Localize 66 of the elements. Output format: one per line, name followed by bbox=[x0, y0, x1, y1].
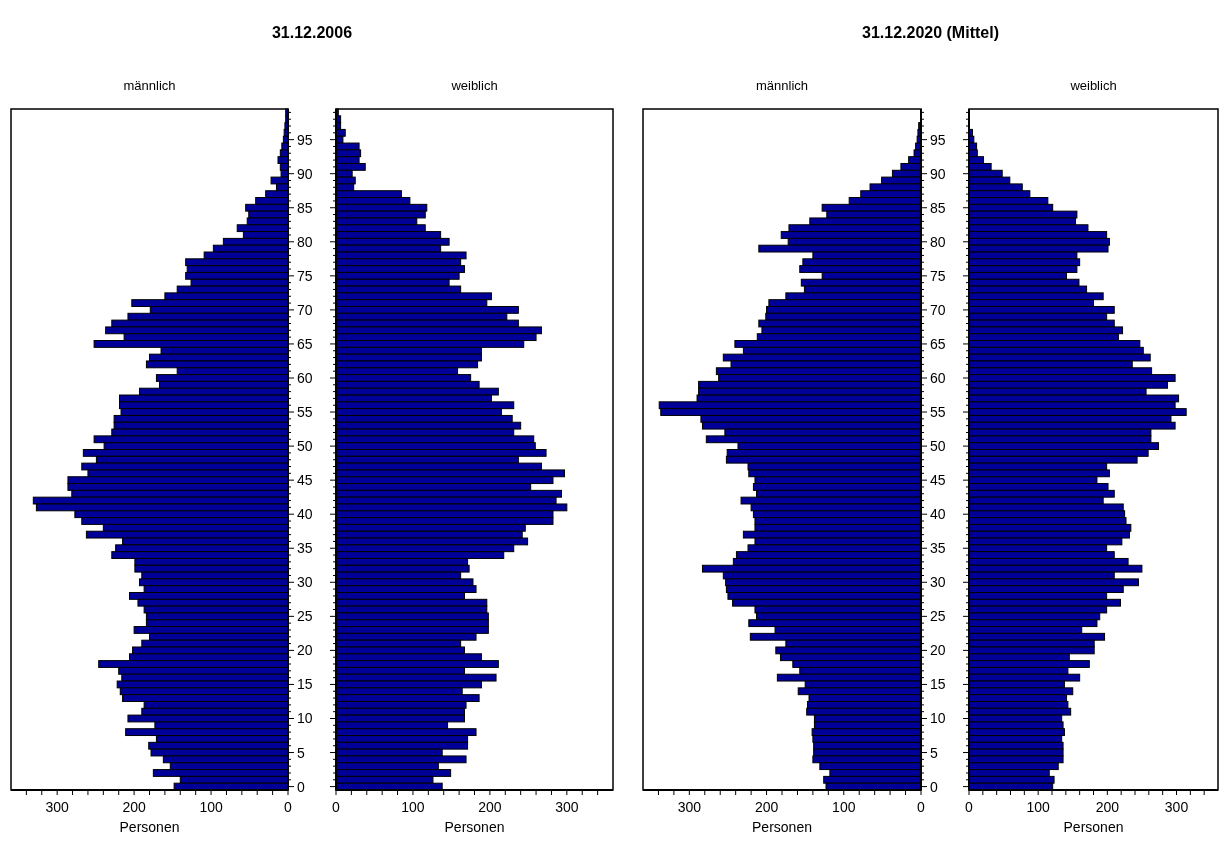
y-tick-label: 85 bbox=[930, 199, 946, 216]
y-tick-label: 0 bbox=[297, 778, 305, 795]
y-tick-label: 15 bbox=[930, 676, 946, 693]
x-tick-label: 100 bbox=[199, 799, 223, 815]
y-tick-label: 45 bbox=[930, 472, 946, 489]
x-tick-label: 200 bbox=[1095, 799, 1120, 815]
y-tick-label: 40 bbox=[930, 506, 946, 523]
y-tick-label: 5 bbox=[930, 744, 938, 761]
x-tick-label: 200 bbox=[122, 799, 146, 815]
chart-title: 31.12.2020 (Mittel) bbox=[862, 24, 999, 41]
y-tick-label: 70 bbox=[297, 301, 313, 318]
y-tick-label: 40 bbox=[297, 506, 313, 523]
y-tick-label: 10 bbox=[930, 710, 946, 727]
y-tick-label: 85 bbox=[297, 199, 313, 216]
chart-title: 31.12.2006 bbox=[271, 24, 353, 41]
y-tick-label: 25 bbox=[930, 608, 946, 625]
x-tick-label: 200 bbox=[754, 799, 779, 815]
y-tick-label: 95 bbox=[930, 131, 946, 148]
y-tick-label: 5 bbox=[297, 744, 305, 761]
x-axis-title: Personen bbox=[752, 819, 812, 835]
x-axis-title: Personen bbox=[444, 819, 505, 835]
y-tick-label: 45 bbox=[297, 472, 313, 489]
y-tick-label: 80 bbox=[297, 233, 313, 250]
x-tick-label: 300 bbox=[555, 799, 579, 815]
y-tick-label: 70 bbox=[930, 301, 946, 318]
y-tick-label: 75 bbox=[297, 267, 313, 284]
chart-subtitle: männlich bbox=[123, 78, 176, 93]
x-tick-label: 0 bbox=[284, 799, 293, 815]
y-tick-label: 50 bbox=[297, 438, 313, 455]
y-tick-label: 25 bbox=[297, 608, 313, 625]
x-tick-label: 0 bbox=[332, 799, 341, 815]
x-tick-label: 100 bbox=[832, 799, 856, 815]
y-tick-label: 30 bbox=[297, 574, 313, 591]
y-tick-label: 60 bbox=[297, 369, 313, 386]
y-tick-label: 95 bbox=[297, 131, 313, 148]
y-tick-label: 50 bbox=[930, 438, 946, 455]
y-tick-label: 55 bbox=[297, 404, 313, 421]
y-tick-label: 75 bbox=[930, 267, 946, 284]
y-tick-label: 65 bbox=[297, 335, 313, 352]
y-tick-label: 10 bbox=[297, 710, 313, 727]
x-tick-label: 100 bbox=[1026, 799, 1051, 815]
y-tick-label: 20 bbox=[930, 642, 946, 659]
y-tick-label: 60 bbox=[930, 369, 946, 386]
y-tick-label: 35 bbox=[930, 540, 946, 557]
x-axis-title: Personen bbox=[119, 819, 180, 835]
chart-subtitle: weiblich bbox=[450, 78, 498, 93]
x-tick-label: 100 bbox=[401, 799, 425, 815]
y-tick-label: 35 bbox=[297, 540, 313, 557]
chart-subtitle: männlich bbox=[755, 78, 809, 93]
x-tick-label: 200 bbox=[478, 799, 502, 815]
y-tick-label: 90 bbox=[297, 165, 313, 182]
x-tick-label: 300 bbox=[1164, 799, 1189, 815]
y-tick-label: 20 bbox=[297, 642, 313, 659]
x-tick-label: 300 bbox=[45, 799, 70, 815]
x-tick-label: 0 bbox=[965, 799, 974, 815]
x-tick-label: 300 bbox=[677, 799, 702, 815]
y-tick-label: 90 bbox=[930, 165, 946, 182]
y-tick-label: 30 bbox=[930, 574, 946, 591]
x-tick-label: 0 bbox=[917, 799, 926, 815]
y-tick-label: 0 bbox=[930, 778, 938, 795]
chart-subtitle: weiblich bbox=[1069, 78, 1117, 93]
y-tick-label: 15 bbox=[297, 676, 313, 693]
y-tick-label: 65 bbox=[930, 335, 946, 352]
x-axis-title: Personen bbox=[1063, 819, 1124, 835]
y-tick-label: 55 bbox=[930, 404, 946, 421]
y-tick-label: 80 bbox=[930, 233, 946, 250]
